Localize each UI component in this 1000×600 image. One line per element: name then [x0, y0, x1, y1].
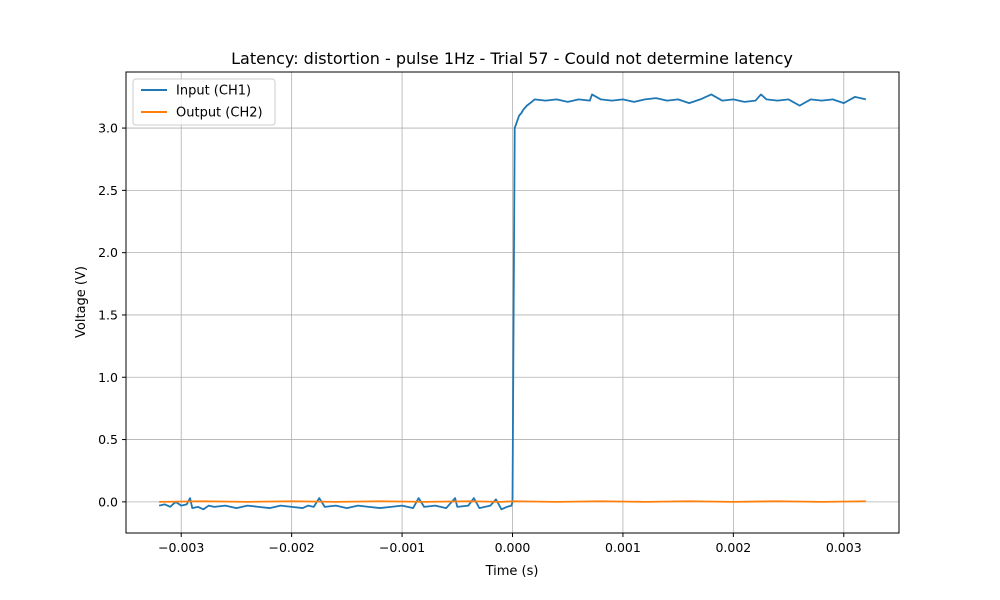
x-tick-label: 0.000: [495, 540, 531, 555]
x-tick-label: −0.003: [158, 540, 204, 555]
x-tick-label: 0.001: [605, 540, 641, 555]
y-tick-label: 0.0: [98, 494, 118, 509]
y-axis-label: Voltage (V): [74, 266, 89, 338]
series-layer: [158, 93, 867, 511]
y-tick-label: 1.0: [98, 370, 118, 385]
chart-title: Latency: distortion - pulse 1Hz - Trial …: [231, 49, 793, 68]
x-tick-label: 0.002: [715, 540, 751, 555]
y-tick-label: 2.0: [98, 245, 118, 260]
series-line-input-ch1: [158, 93, 867, 511]
y-axis: 0.0 0.5 1.0 1.5 2.0 2.5 3.0: [98, 121, 126, 509]
y-tick-label: 0.5: [98, 432, 118, 447]
x-axis-label: Time (s): [485, 564, 539, 579]
legend-label: Output (CH2): [176, 106, 263, 121]
x-tick-label: 0.003: [826, 540, 862, 555]
x-axis: −0.003 −0.002 −0.001 0.000 0.001 0.002 0.003: [158, 533, 862, 555]
series-line-output-ch2: [159, 500, 866, 503]
legend: Input (CH1) Output (CH2): [132, 78, 276, 126]
legend-box: [132, 78, 276, 126]
legend-label: Input (CH1): [176, 84, 251, 99]
x-tick-label: −0.001: [379, 540, 425, 555]
y-tick-label: 1.5: [98, 307, 118, 322]
x-tick-label: −0.002: [269, 540, 315, 555]
y-tick-label: 2.5: [98, 183, 118, 198]
y-tick-label: 3.0: [98, 121, 118, 136]
